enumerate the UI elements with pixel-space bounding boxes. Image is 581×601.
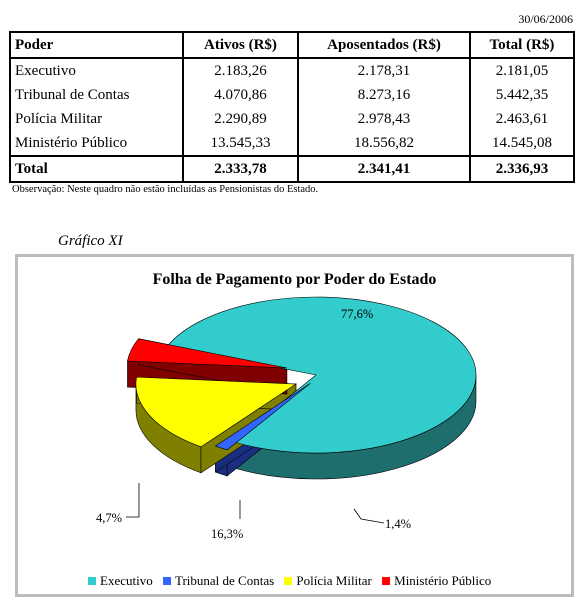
legend-item-executivo: Executivo [88, 573, 153, 589]
table-cell: 2.290,89 [181, 107, 299, 131]
table-cell: 2.333,78 [181, 155, 299, 182]
legend-swatch [382, 577, 391, 585]
table-cell: 2.183,26 [181, 58, 299, 83]
legend-label: Polícia Militar [296, 573, 372, 588]
legend-swatch [284, 577, 293, 585]
table-cell: 2.336,93 [468, 155, 574, 182]
report-date: 30/06/2006 [518, 12, 573, 26]
column-header: Aposentados (R$) [297, 32, 470, 59]
table-cell: Total [9, 155, 183, 182]
slice-label-ministerio-publico: 4,7% [96, 511, 123, 525]
slice-label-tribunal-de-contas: 1,4% [385, 517, 412, 531]
table-cell: 13.545,33 [181, 131, 299, 156]
column-header: Ativos (R$) [181, 32, 299, 59]
table-cell: 8.273,16 [297, 83, 470, 107]
table-cell: 2.181,05 [468, 58, 574, 83]
pie-slice-tribunal-de-contas [214, 383, 311, 451]
table-header-row: Poder Ativos (R$) Aposentados (R$) Total… [9, 32, 574, 59]
table-cell: 2.978,43 [297, 107, 470, 131]
table-cell: 4.070,86 [181, 83, 299, 107]
table-cell: 18.556,82 [297, 131, 470, 156]
table-row: Ministério Público 13.545,33 18.556,82 1… [9, 131, 574, 156]
table-cell: 2.178,31 [297, 58, 470, 83]
table-cell: Executivo [9, 58, 183, 83]
legend-label: Executivo [100, 573, 153, 588]
table-cell: Tribunal de Contas [9, 83, 183, 107]
table-note: Observação: Neste quadro não estão inclu… [12, 184, 319, 195]
legend-label: Tribunal de Contas [174, 573, 275, 588]
table-row: Tribunal de Contas 4.070,86 8.273,16 5.4… [9, 83, 574, 107]
legend-swatch [88, 577, 96, 585]
chart-caption: Gráfico XI [58, 233, 123, 249]
table-cell: 14.545,08 [468, 131, 574, 156]
legend-item-ministerio-publico: Ministério Público [382, 573, 491, 589]
chart-title: Folha de Pagamento por Poder do Estado [152, 271, 437, 288]
slice-label-executivo: 77,6% [341, 307, 374, 321]
legend-swatch [162, 577, 171, 585]
pie-slice-executivo [167, 296, 477, 454]
table-cell: 5.442,35 [468, 83, 574, 107]
chart-legend: Executivo Tribunal de Contas Polícia Mil… [88, 573, 498, 589]
leader-line-tribunal-de-contas [353, 508, 385, 524]
table-total-row: Total 2.333,78 2.341,41 2.336,93 [9, 155, 574, 182]
payroll-table: Poder Ativos (R$) Aposentados (R$) Total… [9, 31, 575, 183]
table-cell: Polícia Militar [9, 107, 183, 131]
table-row: Executivo 2.183,26 2.178,31 2.181,05 [9, 58, 574, 83]
legend-item-tribunal-de-contas: Tribunal de Contas [162, 573, 275, 589]
pie-tops [127, 296, 477, 454]
pie-slice-policia-militar [135, 376, 297, 448]
legend-item-policia-militar: Polícia Militar [284, 573, 372, 589]
table-row: Polícia Militar 2.290,89 2.978,43 2.463,… [9, 107, 574, 131]
pie-chart: Folha de Pagamento por Poder do Estado 7… [15, 254, 574, 597]
table-cell: 2.341,41 [297, 155, 470, 182]
leader-line-ministerio-publico [126, 483, 140, 518]
table-cell: Ministério Público [9, 131, 183, 156]
legend-label: Ministério Público [394, 573, 492, 588]
pie-chart-svg [126, 296, 477, 524]
column-header: Poder [9, 32, 183, 59]
pie-slice-ministerio-publico [127, 338, 287, 369]
column-header: Total (R$) [468, 32, 574, 59]
table-cell: 2.463,61 [468, 107, 574, 131]
slice-label-policia-militar: 16,3% [211, 527, 244, 541]
